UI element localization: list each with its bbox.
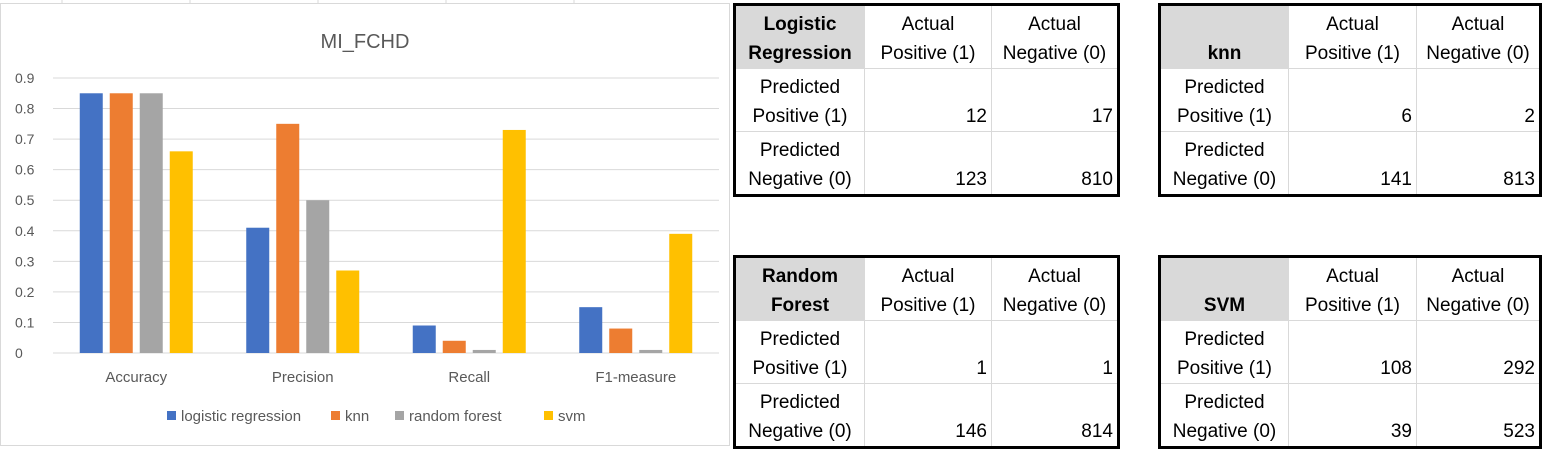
row-header-predicted-positive: Predicted Positive (1) xyxy=(734,68,865,132)
bar-svm-precision[interactable] xyxy=(336,270,360,354)
confusion-matrix-svm: SVM Actual Positive (1) Actual Negative (0… xyxy=(1158,255,1542,449)
y-tick-label: 0.6 xyxy=(15,162,35,178)
column-header-actual-positive: Actual Positive (1) xyxy=(864,256,992,321)
table-title-line: Logistic xyxy=(763,14,837,35)
bar-logistic-regression-accuracy[interactable] xyxy=(79,93,103,354)
confusion-matrix-random-forest: Random Forest Actual Positive (1) Actual Ne… xyxy=(733,255,1120,449)
cell-true-positive[interactable]: 1 xyxy=(864,320,992,384)
table-title-cell: Logistic Regression xyxy=(734,4,865,69)
legend-swatch xyxy=(395,411,404,420)
bar-knn-precision[interactable] xyxy=(276,123,300,353)
cell-true-positive[interactable]: 12 xyxy=(864,68,992,132)
y-tick-label: 0.7 xyxy=(15,131,35,147)
bar-svm-recall[interactable] xyxy=(502,129,526,353)
bar-logistic-regression-f1-measure[interactable] xyxy=(579,307,603,353)
y-tick-label: 0.1 xyxy=(15,314,35,330)
row-header-predicted-negative: Predicted Negative (0) xyxy=(734,383,865,448)
y-tick-label: 0.9 xyxy=(15,70,35,86)
column-header-actual-negative: Actual Negative (0) xyxy=(1416,256,1541,321)
cell-false-positive[interactable]: 17 xyxy=(991,68,1119,132)
bar-random-forest-precision[interactable] xyxy=(306,200,330,353)
table-title-line: Forest xyxy=(770,295,830,316)
confusion-matrix-knn: knn Actual Positive (1) Actual Negative (0… xyxy=(1158,3,1542,197)
legend-swatch xyxy=(544,411,553,420)
cell-false-positive[interactable]: 292 xyxy=(1416,320,1541,384)
row-header-predicted-positive: Predicted Positive (1) xyxy=(1159,68,1289,132)
column-header-actual-positive: Actual Positive (1) xyxy=(1288,4,1417,69)
legend-label: svm xyxy=(558,408,586,425)
y-tick-label: 0.5 xyxy=(15,192,35,208)
column-header-actual-positive: Actual Positive (1) xyxy=(864,4,992,69)
bar-logistic-regression-recall[interactable] xyxy=(412,325,436,354)
table-title-cell: knn xyxy=(1159,4,1289,69)
category-label: F1-measure xyxy=(595,369,676,386)
chart-title: MI_FCHD xyxy=(321,31,410,53)
legend-label: knn xyxy=(345,408,369,425)
table-title-line: SVM xyxy=(1203,295,1246,316)
table-title-cell: Random Forest xyxy=(734,256,865,321)
bar-knn-f1-measure[interactable] xyxy=(609,328,633,353)
chart-panel[interactable]: MI_FCHD 0 0.1 0.2 0.3 0.4 0.5 0.6 0.7 0.8 0.9 Accur… xyxy=(0,3,730,446)
category-label: Precision xyxy=(272,369,334,386)
column-header-actual-negative: Actual Negative (0) xyxy=(991,4,1119,69)
cell-false-negative[interactable]: 123 xyxy=(864,131,992,196)
table-title-line: knn xyxy=(1207,43,1242,64)
row-header-predicted-positive: Predicted Positive (1) xyxy=(1159,320,1289,384)
column-header-actual-negative: Actual Negative (0) xyxy=(991,256,1119,321)
cell-true-negative[interactable]: 810 xyxy=(991,131,1119,196)
cell-true-negative[interactable]: 814 xyxy=(991,383,1119,448)
column-header-actual-positive: Actual Positive (1) xyxy=(1288,256,1417,321)
cell-true-negative[interactable]: 523 xyxy=(1416,383,1541,448)
cell-false-positive[interactable]: 2 xyxy=(1416,68,1541,132)
cell-false-positive[interactable]: 1 xyxy=(991,320,1119,384)
category-label: Recall xyxy=(448,369,490,386)
bar-svm-accuracy[interactable] xyxy=(169,151,193,353)
table-title-cell: SVM xyxy=(1159,256,1289,321)
bar-knn-recall[interactable] xyxy=(442,340,466,353)
row-header-predicted-negative: Predicted Negative (0) xyxy=(1159,383,1289,448)
y-tick-label: 0 xyxy=(15,345,23,361)
cell-true-negative[interactable]: 813 xyxy=(1416,131,1541,196)
y-tick-label: 0.3 xyxy=(15,253,35,269)
cell-false-negative[interactable]: 141 xyxy=(1288,131,1417,196)
bar-random-forest-recall[interactable] xyxy=(472,349,496,353)
bar-knn-accuracy[interactable] xyxy=(109,93,133,354)
row-header-predicted-positive: Predicted Positive (1) xyxy=(734,320,865,384)
bar-svm-f1-measure[interactable] xyxy=(669,233,693,353)
cell-false-negative[interactable]: 146 xyxy=(864,383,992,448)
row-header-predicted-negative: Predicted Negative (0) xyxy=(1159,131,1289,196)
bar-random-forest-accuracy[interactable] xyxy=(139,93,163,354)
bar-logistic-regression-precision[interactable] xyxy=(246,227,270,353)
y-tick-label: 0.8 xyxy=(15,101,35,117)
cell-true-positive[interactable]: 6 xyxy=(1288,68,1417,132)
legend-swatch xyxy=(331,411,340,420)
y-tick-label: 0.4 xyxy=(15,223,35,239)
column-header-actual-negative: Actual Negative (0) xyxy=(1416,4,1541,69)
legend-swatch xyxy=(167,411,176,420)
table-title-line: Regression xyxy=(748,43,852,64)
y-tick-label: 0.2 xyxy=(15,284,35,300)
row-header-predicted-negative: Predicted Negative (0) xyxy=(734,131,865,196)
cell-true-positive[interactable]: 108 xyxy=(1288,320,1417,384)
bar-chart: MI_FCHD 0 0.1 0.2 0.3 0.4 0.5 0.6 0.7 0.8 0.9 Accur… xyxy=(15,31,719,425)
table-title-line: Random xyxy=(762,266,838,287)
confusion-matrix-logistic-regression: Logistic Regression Actual Positive (1) Ac… xyxy=(733,3,1120,197)
category-label: Accuracy xyxy=(105,369,167,386)
bar-random-forest-f1-measure[interactable] xyxy=(639,349,663,353)
legend-label: random forest xyxy=(409,408,502,425)
legend-label: logistic regression xyxy=(181,408,301,425)
cell-false-negative[interactable]: 39 xyxy=(1288,383,1417,448)
